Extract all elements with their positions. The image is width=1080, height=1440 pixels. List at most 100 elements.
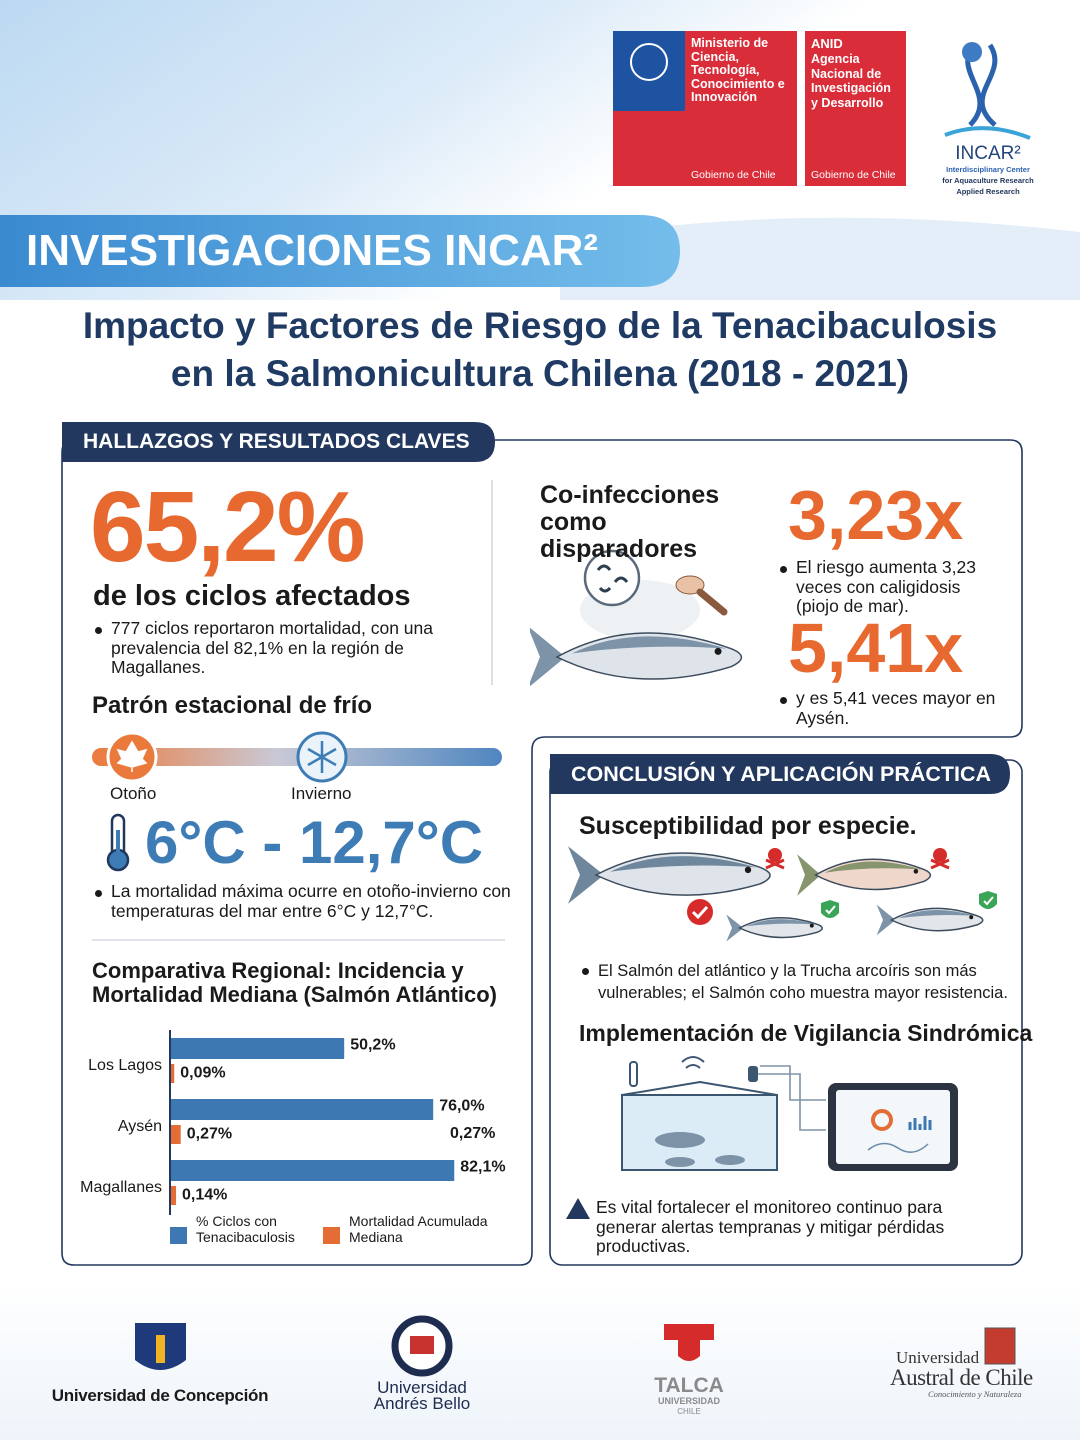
category-label: Aysén [118, 1118, 162, 1135]
danger-icon [768, 848, 782, 862]
check [983, 896, 994, 906]
section-heading: Patrón estacional de frío [92, 692, 373, 719]
value-label: 0,14% [182, 1187, 227, 1204]
fish [726, 914, 823, 942]
bar [171, 1160, 455, 1181]
resistant-icon [979, 891, 997, 909]
cage [621, 1094, 778, 1171]
legend-line: Mediana [349, 1229, 403, 1245]
surveillance-note: Es vital fortalecer el monitoreo continu… [596, 1197, 945, 1256]
legend-label: % Ciclos con Tenacibaculosis [196, 1213, 295, 1245]
bar [171, 1186, 177, 1205]
section-heading: Co-infecciones como disparadores [540, 481, 720, 563]
fish-back [610, 856, 756, 872]
stat: 5,41x [788, 609, 964, 687]
value-label: 0,27% [187, 1126, 232, 1143]
vulnerable-icon [687, 899, 713, 925]
resistant-icon [821, 900, 839, 918]
fish [797, 854, 932, 896]
fish [876, 904, 984, 936]
legend-line: % Ciclos con [196, 1213, 277, 1229]
tablet-screen [836, 1090, 950, 1164]
microbes [596, 564, 629, 593]
ministry-footer: Gobierno de Chile [691, 169, 776, 181]
talca-name: TALCA [654, 1374, 724, 1397]
fish-back [824, 861, 922, 873]
fish-eye [913, 869, 919, 874]
stat-note: y es 5,41 veces mayor en Aysén. [778, 688, 996, 728]
fish-tail [876, 904, 896, 936]
fish [530, 627, 743, 687]
legend-line: Tenacibaculosis [196, 1229, 295, 1245]
stat-note: El riesgo aumenta 3,23 veces con caligid… [778, 557, 996, 617]
screen-line [867, 1142, 929, 1153]
unab-name: Universidad [377, 1378, 467, 1397]
fish-back [571, 636, 727, 654]
incar-name: INCAR² [955, 143, 1021, 164]
legend-swatch [323, 1227, 340, 1244]
snowflake [307, 741, 337, 773]
screen-donut [871, 1109, 893, 1131]
fish-back [898, 910, 976, 919]
fish-tail [568, 846, 604, 904]
check [825, 905, 836, 915]
screen-bars [908, 1116, 932, 1130]
danger-icon [933, 848, 947, 862]
temperature-range: 6°C - 12,7°C [145, 809, 484, 876]
chart-title: Comparativa Regional: Incidencia y Morta… [92, 958, 497, 1007]
bar [171, 1064, 175, 1083]
category-label: Magallanes [80, 1179, 162, 1196]
unab-name: Andrés Bello [373, 1394, 471, 1413]
incar-wave [944, 126, 1031, 140]
headline-note: 777 ciclos reportaron mortalidad, con un… [93, 618, 436, 678]
season-label: Invierno [291, 784, 352, 803]
bar [171, 1038, 345, 1059]
thermometer-level [116, 830, 120, 855]
udec-torch [156, 1335, 165, 1363]
fish-tail [530, 627, 566, 687]
legend-label: Mortalidad Acumulada Mediana [349, 1213, 488, 1245]
headline-stat: 65,2% [90, 471, 366, 583]
talca-logo [664, 1324, 714, 1361]
talca-line: CHILE [677, 1407, 701, 1416]
season-note: La mortalidad máxima ocurre en otoño-inv… [93, 881, 521, 921]
bar [171, 1125, 181, 1144]
ministry-name: Ministerio de Ciencia, Tecnología, Conoc… [691, 36, 785, 105]
species-note: El Salmón del atlántico y la Trucha arco… [580, 960, 1028, 1004]
microbe-lens [583, 549, 641, 607]
findings-panel [61, 439, 1023, 1266]
season-label: Otoño [110, 784, 157, 803]
sea-louse [675, 575, 705, 595]
emblem [630, 43, 668, 81]
bar [171, 1099, 434, 1120]
udec-name: Universidad de Concepción [51, 1386, 269, 1405]
findings-tab-bg [62, 422, 495, 462]
austral-crest [984, 1327, 1016, 1365]
cage-fish [655, 1132, 705, 1148]
anid-name: Agencia Nacional de Investigación y Desa… [811, 52, 891, 110]
danger-bones [765, 858, 785, 870]
incar-line: Interdisciplinary Center [946, 165, 1030, 174]
leaf [116, 740, 148, 772]
headline-label: de los ciclos afectados [93, 580, 411, 612]
stat: 3,23x [788, 476, 964, 554]
fish-eye [969, 915, 974, 920]
austral-motto: Conocimiento y Naturaleza [928, 1389, 1022, 1399]
category-label: Los Lagos [88, 1057, 162, 1074]
legend-line: Mortalidad Acumulada [349, 1213, 488, 1229]
fish-back [746, 919, 816, 927]
sensor [748, 1066, 758, 1082]
conclusion-tab-bg [550, 754, 1010, 794]
tab-label: CONCLUSIÓN Y APLICACIÓN PRÁCTICA [571, 762, 992, 786]
annotation: 0,27% [450, 1125, 495, 1142]
sea-louse-tail [696, 588, 728, 616]
danger-bones [930, 858, 950, 870]
check [691, 905, 709, 920]
value-label: 50,2% [350, 1037, 395, 1054]
anid-box [805, 31, 906, 186]
fish-tail [797, 854, 821, 896]
anid-acronym: ANID [811, 36, 843, 51]
incar-line: for Aquaculture Research [942, 176, 1034, 185]
sensor [629, 1061, 638, 1087]
